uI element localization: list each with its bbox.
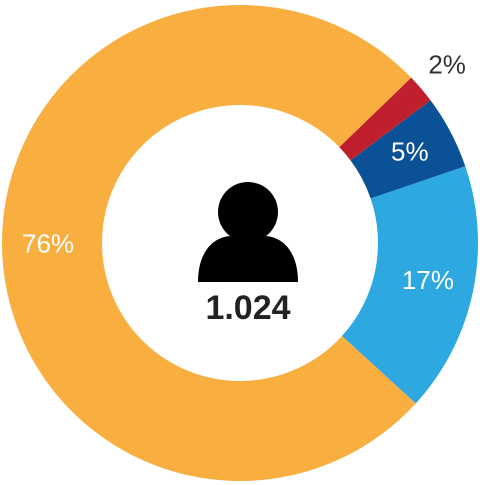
slice-label: 5% bbox=[391, 136, 429, 166]
icon-body bbox=[198, 236, 298, 282]
icon-head bbox=[218, 182, 278, 242]
slice-label: 17% bbox=[402, 265, 454, 295]
slice bbox=[341, 166, 479, 404]
center-label: 1.024 bbox=[205, 289, 290, 327]
slice-label: 2% bbox=[428, 50, 466, 80]
user-icon bbox=[198, 182, 298, 282]
slice bbox=[339, 77, 431, 161]
slice-label: 76% bbox=[22, 229, 74, 259]
slices bbox=[2, 5, 479, 481]
slice bbox=[2, 5, 416, 481]
slice bbox=[350, 100, 466, 199]
